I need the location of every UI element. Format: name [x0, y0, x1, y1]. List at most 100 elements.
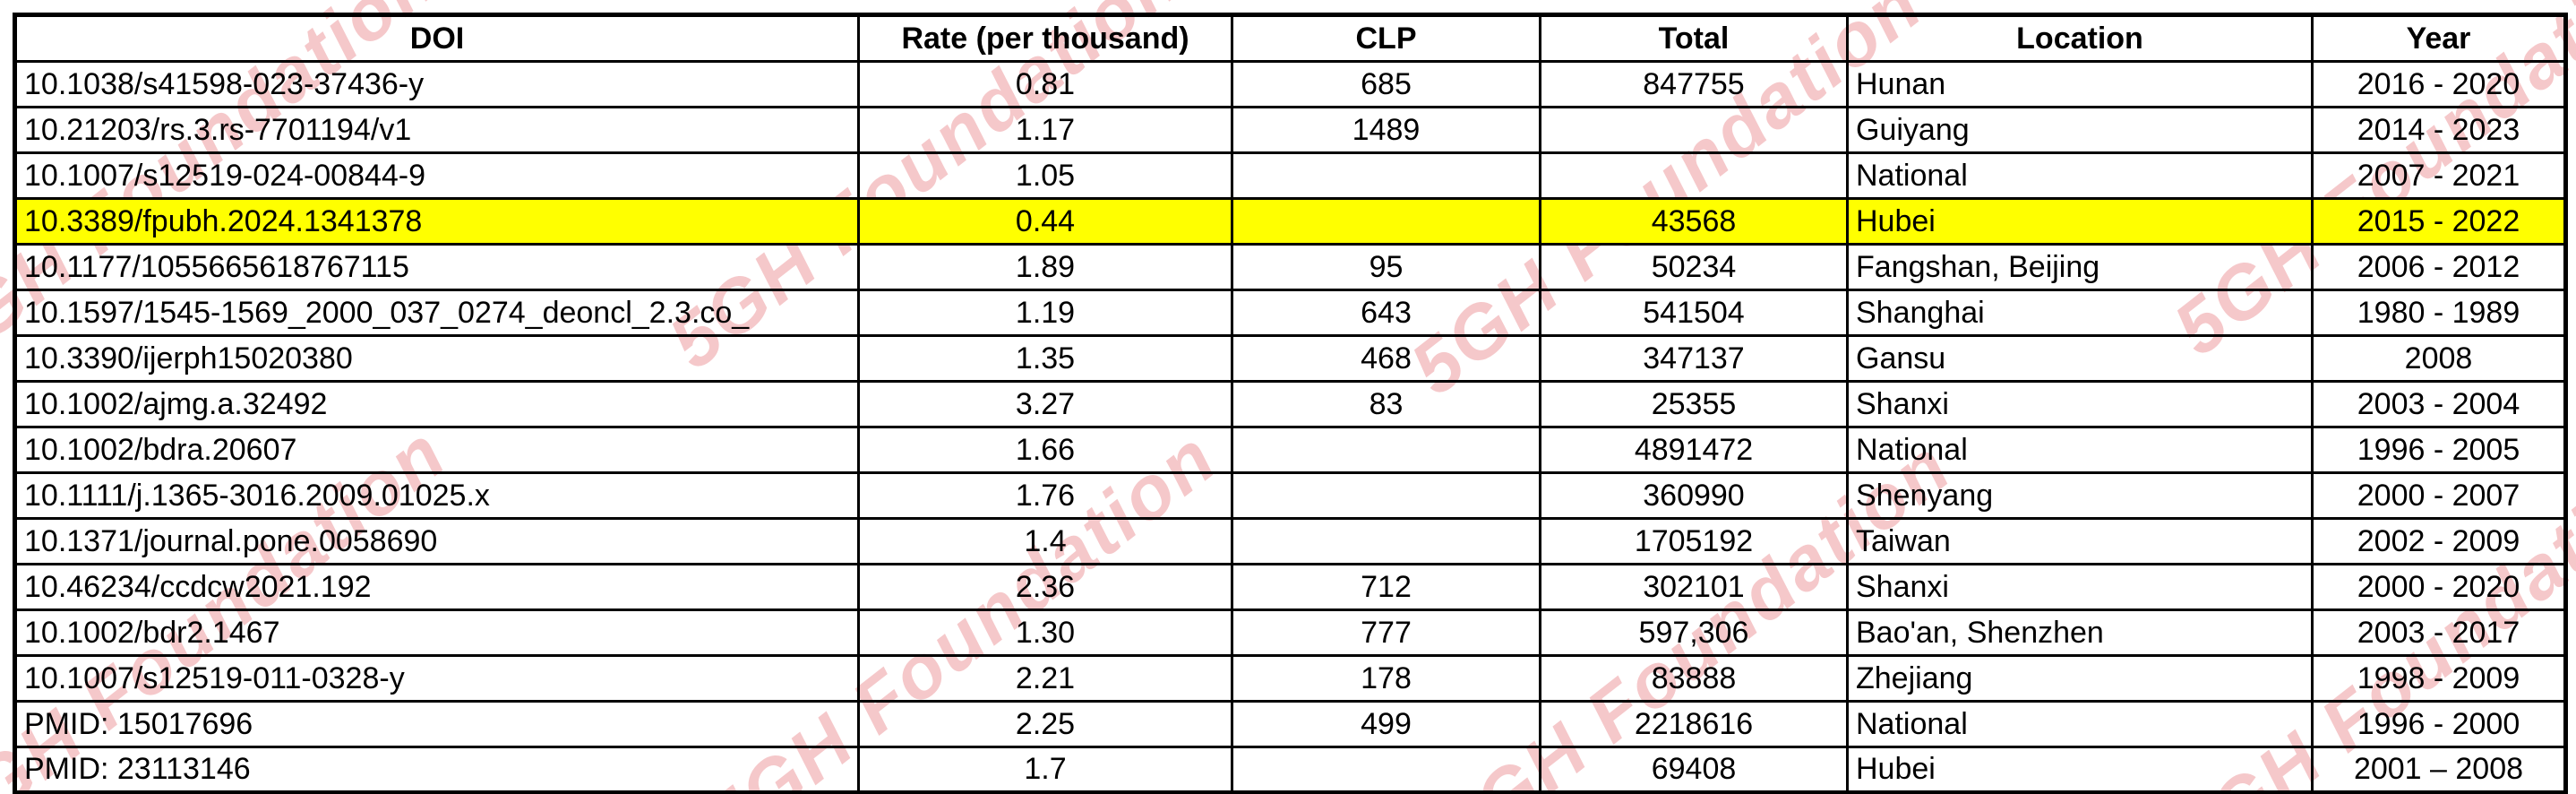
cell-doi[interactable]: 10.1177/1055665618767115: [13, 243, 860, 291]
cell-total[interactable]: 4891472: [1539, 426, 1849, 474]
cell-location[interactable]: Shanxi: [1846, 563, 2314, 611]
cell-total[interactable]: 347137: [1539, 334, 1849, 383]
cell-year[interactable]: 2007 - 2021: [2311, 151, 2567, 200]
cell-clp[interactable]: [1231, 746, 1541, 794]
cell-year[interactable]: 1980 - 1989: [2311, 289, 2567, 337]
cell-rate[interactable]: 1.76: [857, 471, 1233, 520]
cell-year[interactable]: 2015 - 2022: [2311, 197, 2567, 246]
cell-total[interactable]: 1705192: [1539, 517, 1849, 565]
cell-clp[interactable]: 95: [1231, 243, 1541, 291]
cell-year[interactable]: 2003 - 2004: [2311, 380, 2567, 428]
cell-location[interactable]: Shanxi: [1846, 380, 2314, 428]
cell-clp[interactable]: [1231, 197, 1541, 246]
cell-year[interactable]: 2006 - 2012: [2311, 243, 2567, 291]
column-header-total[interactable]: Total: [1539, 13, 1849, 63]
cell-doi[interactable]: 10.46234/ccdcw2021.192: [13, 563, 860, 611]
cell-total[interactable]: [1539, 151, 1849, 200]
cell-year[interactable]: 2008: [2311, 334, 2567, 383]
cell-clp[interactable]: [1231, 471, 1541, 520]
cell-total[interactable]: 25355: [1539, 380, 1849, 428]
cell-doi[interactable]: 10.1371/journal.pone.0058690: [13, 517, 860, 565]
cell-doi[interactable]: PMID: 23113146: [13, 746, 860, 794]
cell-clp[interactable]: 643: [1231, 289, 1541, 337]
cell-rate[interactable]: 1.4: [857, 517, 1233, 565]
cell-total[interactable]: 69408: [1539, 746, 1849, 794]
cell-clp[interactable]: 83: [1231, 380, 1541, 428]
cell-year[interactable]: 2014 - 2023: [2311, 106, 2567, 154]
cell-location[interactable]: Fangshan, Beijing: [1846, 243, 2314, 291]
cell-total[interactable]: 360990: [1539, 471, 1849, 520]
cell-rate[interactable]: 1.7: [857, 746, 1233, 794]
cell-clp[interactable]: 178: [1231, 654, 1541, 703]
cell-doi[interactable]: 10.1597/1545-1569_2000_037_0274_deoncl_2…: [13, 289, 860, 337]
cell-rate[interactable]: 1.19: [857, 289, 1233, 337]
cell-location[interactable]: Shenyang: [1846, 471, 2314, 520]
cell-clp[interactable]: 777: [1231, 608, 1541, 657]
cell-doi[interactable]: 10.1007/s12519-024-00844-9: [13, 151, 860, 200]
cell-clp[interactable]: 685: [1231, 60, 1541, 108]
cell-clp[interactable]: [1231, 426, 1541, 474]
cell-total[interactable]: 43568: [1539, 197, 1849, 246]
cell-rate[interactable]: 0.44: [857, 197, 1233, 246]
cell-year[interactable]: 2003 - 2017: [2311, 608, 2567, 657]
column-header-clp[interactable]: CLP: [1231, 13, 1541, 63]
column-header-doi[interactable]: DOI: [13, 13, 860, 63]
cell-doi[interactable]: 10.1002/bdra.20607: [13, 426, 860, 474]
cell-rate[interactable]: 2.25: [857, 700, 1233, 748]
cell-location[interactable]: Guiyang: [1846, 106, 2314, 154]
cell-location[interactable]: National: [1846, 700, 2314, 748]
cell-location[interactable]: Hubei: [1846, 197, 2314, 246]
cell-rate[interactable]: 1.30: [857, 608, 1233, 657]
cell-doi[interactable]: 10.21203/rs.3.rs-7701194/v1: [13, 106, 860, 154]
cell-total[interactable]: 83888: [1539, 654, 1849, 703]
cell-doi[interactable]: 10.1002/bdr2.1467: [13, 608, 860, 657]
cell-location[interactable]: Gansu: [1846, 334, 2314, 383]
cell-rate[interactable]: 1.05: [857, 151, 1233, 200]
cell-year[interactable]: 1996 - 2000: [2311, 700, 2567, 748]
column-header-year[interactable]: Year: [2311, 13, 2567, 63]
cell-location[interactable]: Hubei: [1846, 746, 2314, 794]
cell-rate[interactable]: 1.35: [857, 334, 1233, 383]
cell-clp[interactable]: 1489: [1231, 106, 1541, 154]
cell-clp[interactable]: 712: [1231, 563, 1541, 611]
cell-total[interactable]: 50234: [1539, 243, 1849, 291]
cell-total[interactable]: [1539, 106, 1849, 154]
cell-rate[interactable]: 2.36: [857, 563, 1233, 611]
cell-doi[interactable]: 10.3390/ijerph15020380: [13, 334, 860, 383]
cell-location[interactable]: Hunan: [1846, 60, 2314, 108]
cell-doi[interactable]: 10.1038/s41598-023-37436-y: [13, 60, 860, 108]
cell-rate[interactable]: 1.66: [857, 426, 1233, 474]
cell-rate[interactable]: 1.17: [857, 106, 1233, 154]
cell-clp[interactable]: [1231, 517, 1541, 565]
cell-total[interactable]: 847755: [1539, 60, 1849, 108]
cell-rate[interactable]: 3.27: [857, 380, 1233, 428]
cell-total[interactable]: 2218616: [1539, 700, 1849, 748]
cell-doi[interactable]: 10.3389/fpubh.2024.1341378: [13, 197, 860, 246]
cell-total[interactable]: 597,306: [1539, 608, 1849, 657]
column-header-location[interactable]: Location: [1846, 13, 2314, 63]
cell-doi[interactable]: 10.1002/ajmg.a.32492: [13, 380, 860, 428]
cell-rate[interactable]: 1.89: [857, 243, 1233, 291]
column-header-rate[interactable]: Rate (per thousand): [857, 13, 1233, 63]
cell-doi[interactable]: PMID: 15017696: [13, 700, 860, 748]
cell-year[interactable]: 2016 - 2020: [2311, 60, 2567, 108]
cell-location[interactable]: Taiwan: [1846, 517, 2314, 565]
cell-doi[interactable]: 10.1111/j.1365-3016.2009.01025.x: [13, 471, 860, 520]
cell-year[interactable]: 2000 - 2007: [2311, 471, 2567, 520]
cell-rate[interactable]: 0.81: [857, 60, 1233, 108]
cell-clp[interactable]: 499: [1231, 700, 1541, 748]
cell-year[interactable]: 1998 - 2009: [2311, 654, 2567, 703]
cell-year[interactable]: 2000 - 2020: [2311, 563, 2567, 611]
cell-year[interactable]: 2002 - 2009: [2311, 517, 2567, 565]
cell-location[interactable]: Shanghai: [1846, 289, 2314, 337]
cell-location[interactable]: National: [1846, 151, 2314, 200]
cell-location[interactable]: Zhejiang: [1846, 654, 2314, 703]
cell-year[interactable]: 1996 - 2005: [2311, 426, 2567, 474]
cell-location[interactable]: National: [1846, 426, 2314, 474]
cell-total[interactable]: 302101: [1539, 563, 1849, 611]
cell-rate[interactable]: 2.21: [857, 654, 1233, 703]
cell-year[interactable]: 2001 – 2008: [2311, 746, 2567, 794]
cell-total[interactable]: 541504: [1539, 289, 1849, 337]
cell-clp[interactable]: [1231, 151, 1541, 200]
cell-location[interactable]: Bao'an, Shenzhen: [1846, 608, 2314, 657]
